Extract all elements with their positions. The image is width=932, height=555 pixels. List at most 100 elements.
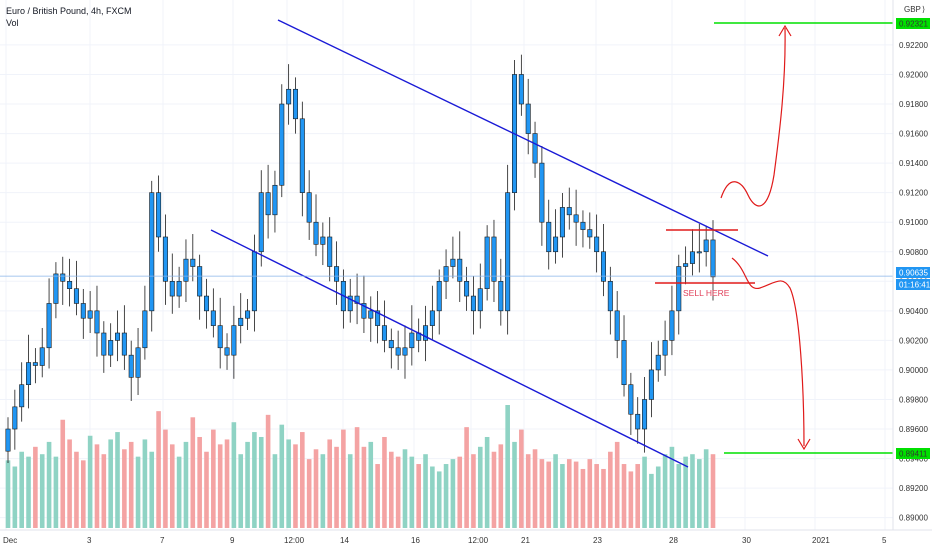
candle-body xyxy=(73,288,79,304)
candle-body xyxy=(245,310,251,319)
volume-bar xyxy=(642,456,647,528)
target-high-price: 0.92321 xyxy=(899,20,928,29)
volume-bar xyxy=(272,454,278,528)
volume-bar xyxy=(512,441,517,528)
volume-bar xyxy=(587,459,593,528)
volume-bar xyxy=(204,451,209,528)
date-tick-label: Dec xyxy=(3,536,17,545)
candle-body xyxy=(470,295,476,312)
volume-bar xyxy=(416,464,421,528)
volume-bar xyxy=(491,451,497,528)
sell-here-label: SELL HERE xyxy=(683,288,730,298)
volume-bar xyxy=(683,456,688,528)
volume-bar xyxy=(320,454,326,528)
date-tick-label: 12:00 xyxy=(468,536,489,545)
volume-bar xyxy=(703,449,709,528)
candle-body xyxy=(587,229,593,238)
candle-body xyxy=(491,236,497,282)
volume-bar xyxy=(690,454,695,528)
candle-body xyxy=(594,236,600,253)
candle-body xyxy=(703,239,709,253)
volume-bar xyxy=(409,456,415,528)
candle-body xyxy=(477,288,483,312)
candle-body xyxy=(402,347,408,356)
candle-body xyxy=(505,192,511,312)
volume-bar xyxy=(669,446,675,528)
volume-bar xyxy=(142,439,148,528)
candle-body xyxy=(53,273,59,304)
date-tick-label: 9 xyxy=(230,536,235,545)
candle-body xyxy=(217,325,223,349)
date-tick-label: 14 xyxy=(340,536,349,545)
date-tick-label: 7 xyxy=(160,536,165,545)
candle-body xyxy=(121,332,127,356)
volume-bar xyxy=(341,429,346,528)
candle-body xyxy=(566,207,572,216)
price-tick-label: 0.91200 xyxy=(899,189,928,198)
volume-bar xyxy=(649,473,654,528)
volume-bar xyxy=(484,436,490,528)
volume-bar xyxy=(628,471,634,528)
volume-bar xyxy=(217,444,223,528)
volume-bar xyxy=(108,439,113,528)
candle-body xyxy=(5,428,11,452)
candle-body xyxy=(87,310,93,319)
candle-body xyxy=(662,340,668,356)
volume-bar xyxy=(546,461,552,528)
candle-body xyxy=(334,266,340,282)
candle-body xyxy=(46,303,52,349)
candle-body xyxy=(39,347,45,366)
chart-legend: Euro / British Pound, 4h, FXCM Vol xyxy=(6,5,132,29)
volume-bar xyxy=(697,459,702,528)
candle-body xyxy=(409,332,415,349)
candle-body xyxy=(224,347,230,356)
candle-body xyxy=(600,251,606,282)
candle-body xyxy=(628,384,634,415)
bullish-arrow-path xyxy=(720,27,786,207)
candle-body xyxy=(265,192,271,216)
volume-bar xyxy=(471,454,476,528)
candle-body xyxy=(108,340,114,356)
volume-bar xyxy=(80,460,86,528)
candle-body xyxy=(19,384,25,408)
candle-body xyxy=(368,310,374,319)
date-tick-label: 16 xyxy=(411,536,420,545)
volume-bar xyxy=(286,439,291,528)
candle-body xyxy=(142,310,148,349)
candle-body xyxy=(12,406,18,430)
price-tick-label: 0.90200 xyxy=(899,336,928,345)
volume-bar xyxy=(573,461,579,528)
candle-body xyxy=(190,258,196,267)
candle-body xyxy=(450,258,456,267)
date-tick-label: 5 xyxy=(882,536,887,545)
candle-body xyxy=(258,192,264,253)
volume-bar xyxy=(39,454,45,528)
date-tick-label: 21 xyxy=(521,536,530,545)
candle-body xyxy=(621,340,627,386)
candle-body xyxy=(696,251,702,254)
candle-body xyxy=(306,192,312,223)
currency-bracket: ⟩ xyxy=(922,5,925,14)
candle-body xyxy=(710,239,716,278)
volume-bar xyxy=(265,414,271,528)
volume-bar xyxy=(498,444,504,528)
price-tick-label: 0.89200 xyxy=(899,484,928,493)
candle-body xyxy=(689,251,695,264)
volume-bar xyxy=(710,454,716,528)
volume-bar xyxy=(190,417,196,528)
channel-upper-line xyxy=(277,19,769,257)
volume-legend: Vol xyxy=(6,18,19,28)
date-tick-label: 23 xyxy=(593,536,602,545)
date-tick-label: 28 xyxy=(669,536,678,545)
candle-body xyxy=(26,362,32,386)
volume-bar xyxy=(176,456,182,528)
price-tick-label: 0.91600 xyxy=(899,130,928,139)
candle-body xyxy=(279,103,285,186)
candle-body xyxy=(60,273,66,282)
volume-bar xyxy=(258,436,264,528)
volume-bar xyxy=(224,439,230,528)
volume-bar xyxy=(149,451,155,528)
candle-body xyxy=(443,266,449,282)
